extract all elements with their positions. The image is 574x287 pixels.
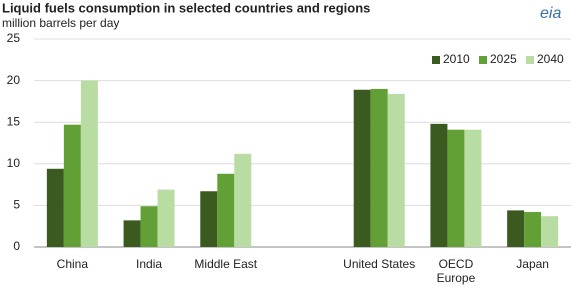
y-tick-label: 15 bbox=[7, 114, 21, 128]
bar bbox=[217, 173, 235, 247]
y-tick-label: 25 bbox=[7, 31, 21, 45]
x-tick-label: China bbox=[56, 257, 89, 271]
bar bbox=[353, 89, 371, 247]
y-tick-label: 5 bbox=[13, 198, 20, 212]
bar bbox=[464, 129, 482, 247]
legend-label: 2040 bbox=[537, 52, 564, 66]
bar bbox=[123, 220, 141, 247]
bar bbox=[370, 88, 388, 247]
bar bbox=[234, 153, 252, 247]
bar bbox=[541, 216, 559, 247]
legend-swatch bbox=[432, 56, 440, 64]
x-tick-label: Japan bbox=[516, 257, 549, 271]
x-tick-label: United States bbox=[343, 257, 416, 271]
bar bbox=[507, 210, 525, 247]
x-tick-label: OECD Europe bbox=[436, 257, 476, 285]
x-tick-label: India bbox=[136, 257, 163, 271]
y-tick-label: 10 bbox=[7, 156, 21, 170]
bar bbox=[80, 80, 98, 247]
logo: eia bbox=[540, 5, 561, 22]
bar bbox=[430, 123, 448, 247]
legend-swatch bbox=[479, 56, 487, 64]
chart-title: Liquid fuels consumption in selected cou… bbox=[2, 0, 370, 15]
bar bbox=[140, 206, 158, 247]
y-tick-label: 0 bbox=[13, 239, 20, 253]
legend-label: 2010 bbox=[443, 52, 470, 66]
bar bbox=[46, 168, 64, 247]
y-tick-label: 20 bbox=[7, 73, 21, 87]
bar bbox=[157, 189, 175, 247]
bar bbox=[447, 129, 465, 247]
legend-swatch bbox=[526, 56, 534, 64]
bar bbox=[524, 212, 542, 247]
bar bbox=[63, 124, 81, 247]
chart-subtitle: million barrels per day bbox=[2, 16, 119, 30]
bar bbox=[200, 191, 218, 247]
x-tick-label: Middle East bbox=[194, 257, 258, 271]
bar bbox=[387, 93, 405, 247]
legend-label: 2025 bbox=[490, 52, 517, 66]
